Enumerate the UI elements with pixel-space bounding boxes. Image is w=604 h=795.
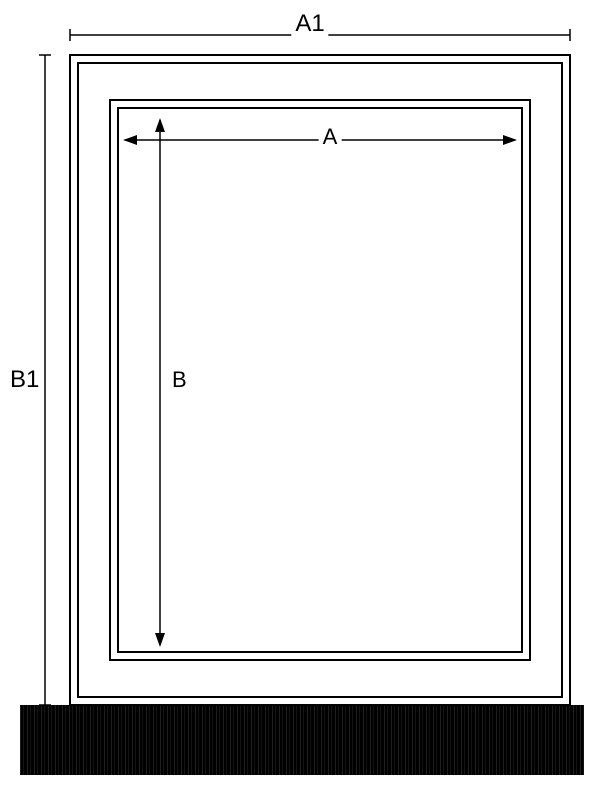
diagram-canvas: A1 B1 A B — [0, 0, 604, 795]
outer-frame — [70, 55, 570, 705]
label-b: B — [168, 369, 191, 391]
outer-frame-inset — [78, 63, 562, 697]
drawing-svg — [0, 0, 604, 795]
label-a1: A1 — [291, 12, 328, 36]
label-b1: B1 — [6, 368, 43, 392]
label-a: A — [319, 126, 342, 148]
